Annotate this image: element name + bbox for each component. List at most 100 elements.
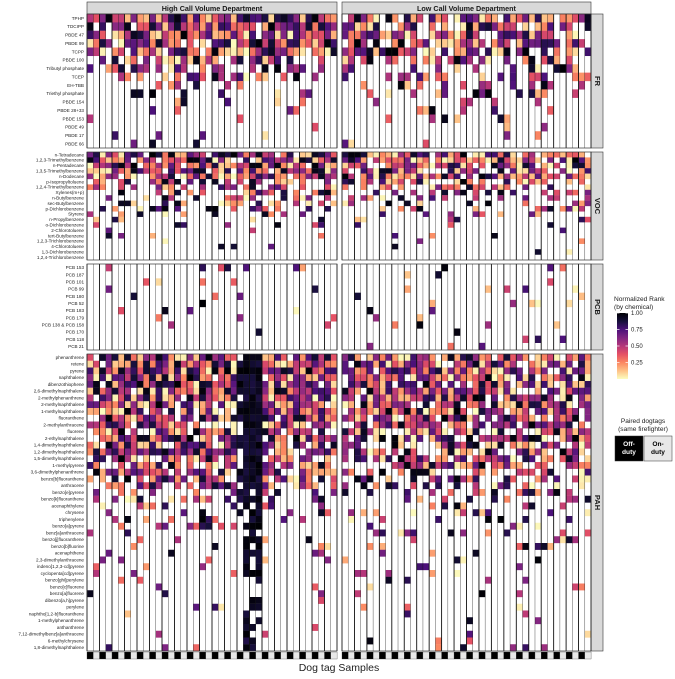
heatmap-cell <box>224 47 231 57</box>
heatmap-cell <box>447 475 455 483</box>
heatmap-cell <box>391 152 399 158</box>
heatmap-cell <box>255 543 263 550</box>
heatmap-cell <box>441 39 448 48</box>
heatmap-cell <box>354 381 361 388</box>
heatmap-cell <box>466 374 473 382</box>
heatmap-cell <box>318 233 325 239</box>
heatmap-cell <box>547 22 554 31</box>
heatmap-cell <box>478 468 486 476</box>
heatmap-cell <box>280 189 288 196</box>
heatmap-cell <box>318 367 325 375</box>
heatmap-cell <box>398 360 405 368</box>
heatmap-cell <box>99 22 106 31</box>
heatmap-cell <box>155 184 163 190</box>
heatmap-cell <box>460 14 467 23</box>
heatmap-cell <box>478 455 486 463</box>
heatmap-cell <box>99 455 106 463</box>
heatmap-cell <box>510 401 517 409</box>
pair-indicator-cell <box>460 651 467 660</box>
x-axis-title: Dog tag Samples <box>299 662 380 674</box>
heatmap-cell <box>541 81 548 90</box>
heatmap-cell <box>422 468 430 476</box>
heatmap-cell <box>472 482 480 490</box>
heatmap-cell <box>510 22 517 31</box>
heatmap-cell <box>262 408 269 415</box>
heatmap-cell <box>174 22 181 31</box>
heatmap-cell <box>466 22 473 31</box>
heatmap-cell <box>485 374 492 382</box>
heatmap-cell <box>324 189 331 196</box>
heatmap-cell <box>237 30 244 40</box>
heatmap-cell <box>312 22 319 31</box>
pair-indicator-cell <box>416 651 424 660</box>
heatmap-cell <box>572 162 579 169</box>
heatmap-cell <box>143 22 150 31</box>
heatmap-cell <box>255 168 263 174</box>
heatmap-cell <box>553 354 561 361</box>
heatmap-cell <box>584 374 592 382</box>
heatmap-cell <box>342 394 349 402</box>
heatmap-cell <box>491 97 498 107</box>
heatmap-cell <box>404 603 411 611</box>
heatmap-cell <box>510 64 517 73</box>
heatmap-cell <box>503 354 511 361</box>
heatmap-cell <box>324 421 331 429</box>
heatmap-cell <box>379 367 386 375</box>
heatmap-cell <box>441 72 448 82</box>
heatmap-cell <box>435 374 442 382</box>
heatmap-cell <box>180 211 188 217</box>
heatmap-cell <box>534 206 542 212</box>
heatmap-cell <box>510 644 517 652</box>
heatmap-cell <box>149 414 156 422</box>
row-label: n-Dodecane <box>59 174 84 179</box>
heatmap-cell <box>516 168 523 174</box>
heatmap-cell <box>447 441 455 449</box>
heatmap-cell <box>528 482 536 490</box>
heatmap-cell <box>218 374 225 382</box>
heatmap-cell <box>510 441 517 449</box>
heatmap-cell <box>143 367 150 375</box>
heatmap-cell <box>391 435 399 442</box>
heatmap-cell <box>243 637 250 645</box>
heatmap-cell <box>112 374 119 382</box>
heatmap-cell <box>454 179 461 185</box>
heatmap-cell <box>541 14 548 23</box>
heatmap-cell <box>105 354 113 361</box>
heatmap-cell <box>522 285 529 293</box>
heatmap-cell <box>249 360 256 368</box>
row-label: benzo[b]fluorine <box>51 544 84 549</box>
heatmap-cell <box>447 157 455 163</box>
heatmap-cell <box>447 162 455 169</box>
heatmap-cell <box>155 22 163 31</box>
heatmap-cell <box>193 441 200 449</box>
heatmap-cell <box>385 55 392 65</box>
heatmap-cell <box>249 468 256 476</box>
heatmap-cell <box>522 152 529 158</box>
heatmap-cell <box>472 468 480 476</box>
heatmap-cell <box>318 216 325 223</box>
pair-indicator-cell <box>255 651 263 660</box>
heatmap-cell <box>572 448 579 456</box>
heatmap-cell <box>404 387 411 395</box>
heatmap-cell <box>348 162 355 169</box>
heatmap-cell <box>541 381 548 388</box>
heatmap-cell <box>162 394 169 402</box>
heatmap-cell <box>422 152 430 158</box>
heatmap-cell <box>578 482 585 490</box>
heatmap-cell <box>262 168 269 174</box>
heatmap-cell <box>174 448 181 456</box>
heatmap-cell <box>318 222 325 228</box>
heatmap-cell <box>522 162 529 169</box>
row-label: benzo[ghi]perylene <box>45 578 84 583</box>
heatmap-cell <box>460 179 467 185</box>
row-label: benzo[j]fluoranthene <box>42 537 84 542</box>
heatmap-cell <box>174 81 181 90</box>
heatmap-cell <box>193 367 200 375</box>
heatmap-cell <box>105 509 113 517</box>
heatmap-cell <box>237 374 244 382</box>
heatmap-cell <box>441 184 448 190</box>
heatmap-cell <box>478 14 486 23</box>
heatmap-cell <box>541 644 548 652</box>
heatmap-cell <box>447 342 455 351</box>
heatmap-cell <box>360 475 368 483</box>
